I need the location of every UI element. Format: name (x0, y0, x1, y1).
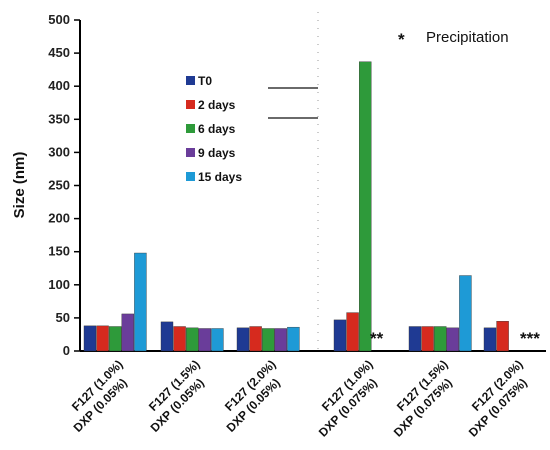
bar-2-days-group-4 (346, 312, 359, 352)
y-tick-label: 500 (48, 12, 70, 27)
y-tick-label: 100 (48, 277, 70, 292)
y-axis-title: Size (nm) (11, 152, 28, 219)
bar-6-days-group-3 (262, 328, 275, 352)
category-label-1: F127 (1.0%)DXP (0.05%) (69, 357, 130, 435)
bar-t0-group-3 (236, 327, 250, 352)
bar-2-days-group-3 (249, 326, 262, 352)
y-tick-label: 250 (48, 178, 70, 193)
bar-2-days-group-6 (496, 321, 509, 352)
legend-label: T0 (198, 74, 212, 88)
bar-t0-group-1 (83, 325, 97, 352)
category-label-6: F127 (2.0%)DXP (0.075%) (466, 357, 530, 439)
bar-9-days-group-3 (274, 328, 287, 352)
legend-swatch-t0 (186, 76, 195, 85)
category-label-5: F127 (1.5%)DXP (0.075%) (391, 357, 455, 439)
axis-break-marks (268, 12, 319, 349)
legend: T0 2 days 6 days 9 days 15 days (186, 74, 242, 184)
bar-6-days-group-4 (359, 61, 372, 352)
note-symbol: * (398, 30, 405, 49)
y-tick-label: 200 (48, 211, 70, 226)
bar-2-days-group-2 (173, 326, 186, 352)
y-tick-label: 300 (48, 144, 70, 159)
bar-9-days-group-5 (446, 327, 459, 352)
category-labels: F127 (1.0%)DXP (0.05%) F127 (1.5%)DXP (0.… (69, 357, 530, 439)
bar-6-days-group-2 (185, 327, 199, 352)
y-tick-label: 150 (48, 244, 70, 259)
bars (83, 61, 509, 352)
bar-t0-group-2 (160, 321, 174, 352)
category-label-3: F127 (2.0%)DXP (0.05%) (222, 357, 283, 435)
y-tick-label: 0 (63, 343, 70, 358)
legend-swatch-2-days (186, 100, 195, 109)
bar-6-days-group-1 (108, 326, 122, 352)
annotations: ** *** (370, 329, 540, 348)
legend-swatch-15-days (186, 172, 195, 181)
legend-label: 15 days (198, 170, 242, 184)
y-tick-label: 350 (48, 111, 70, 126)
note-text: Precipitation (426, 29, 509, 46)
y-tick-label: 400 (48, 78, 70, 93)
bar-2-days-group-1 (96, 325, 109, 352)
legend-label: 6 days (198, 122, 236, 136)
legend-swatch-6-days (186, 124, 195, 133)
legend-swatch-9-days (186, 148, 195, 157)
y-tick-label: 450 (48, 45, 70, 60)
category-label-2: F127 (1.5%)DXP (0.05%) (146, 357, 207, 435)
bar-15-days-group-5 (459, 275, 472, 352)
y-axis: 0 50 100 150 200 250 300 350 400 450 500 (48, 12, 546, 358)
bar-6-days-group-5 (434, 326, 447, 352)
category-label-4: F127 (1.0%)DXP (0.075%) (316, 357, 380, 439)
precipitation-marker: *** (520, 329, 540, 348)
bar-t0-group-4 (333, 319, 347, 352)
bar-2-days-group-5 (421, 326, 434, 352)
bar-15-days-group-3 (287, 326, 300, 352)
bar-15-days-group-1 (134, 252, 147, 352)
bar-15-days-group-2 (211, 328, 224, 352)
precipitation-marker: ** (370, 329, 384, 348)
legend-label: 9 days (198, 146, 236, 160)
legend-label: 2 days (198, 98, 236, 112)
bar-9-days-group-2 (198, 328, 212, 352)
bar-t0-group-5 (408, 326, 422, 352)
bar-t0-group-6 (483, 327, 497, 352)
bar-9-days-group-1 (121, 313, 135, 352)
y-tick-label: 50 (56, 310, 70, 325)
precipitation-note: * Precipitation (398, 29, 509, 49)
